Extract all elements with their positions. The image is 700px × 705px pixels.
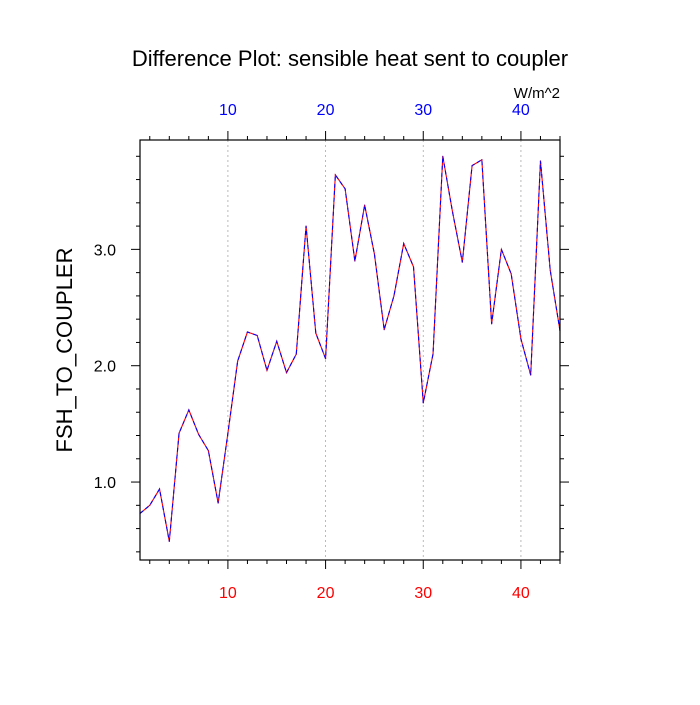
data-point bbox=[393, 295, 395, 297]
data-point bbox=[491, 323, 493, 325]
data-point bbox=[285, 372, 288, 374]
data-point bbox=[354, 260, 356, 262]
data-point bbox=[539, 160, 542, 162]
data-point bbox=[334, 174, 336, 176]
chart-title: Difference Plot: sensible heat sent to c… bbox=[132, 46, 568, 71]
y-tick-label: 2.0 bbox=[94, 359, 116, 376]
x-tick-label-top: 30 bbox=[414, 102, 432, 119]
data-point bbox=[481, 159, 483, 161]
data-point bbox=[461, 261, 463, 263]
tick-layer bbox=[131, 131, 569, 569]
grid-layer bbox=[227, 140, 522, 560]
x-tick-label-top: 10 bbox=[219, 102, 237, 119]
y-tick-label: 3.0 bbox=[94, 242, 116, 259]
data-point bbox=[149, 504, 151, 506]
data-point bbox=[422, 402, 424, 404]
series-line-solid bbox=[139, 156, 561, 542]
x-tick-label-bottom: 40 bbox=[512, 585, 530, 602]
data-point bbox=[451, 211, 454, 213]
data-point bbox=[324, 358, 327, 360]
label-layer: 10 10 20 20 30 30 40 40 1.0 2.0 3.0 bbox=[94, 102, 530, 602]
data-point bbox=[158, 488, 161, 490]
data-point bbox=[237, 360, 239, 362]
series-layer bbox=[139, 155, 561, 542]
data-point bbox=[198, 433, 200, 435]
data-point bbox=[500, 248, 502, 250]
data-point bbox=[256, 334, 258, 337]
data-point bbox=[178, 432, 180, 434]
data-point bbox=[246, 331, 249, 333]
data-point bbox=[305, 225, 307, 227]
data-point bbox=[266, 369, 268, 371]
data-point bbox=[295, 353, 297, 355]
data-point bbox=[364, 204, 366, 206]
data-point bbox=[432, 353, 434, 355]
data-point bbox=[168, 540, 170, 542]
y-axis-label: FSH_TO_COUPLER bbox=[52, 248, 77, 453]
x-tick-label-top: 40 bbox=[512, 102, 530, 119]
data-point bbox=[227, 432, 229, 434]
x-tick-label-bottom: 10 bbox=[219, 585, 237, 602]
data-point bbox=[510, 273, 512, 275]
data-point bbox=[276, 340, 278, 342]
data-point bbox=[520, 338, 522, 340]
x-tick-label-bottom: 20 bbox=[317, 585, 335, 602]
y-tick-label: 1.0 bbox=[94, 475, 116, 492]
x-tick-label-bottom: 30 bbox=[414, 585, 432, 602]
data-point bbox=[217, 502, 219, 504]
data-point bbox=[344, 188, 346, 190]
x-tick-label-top: 20 bbox=[317, 102, 335, 119]
data-point bbox=[403, 242, 405, 245]
data-point bbox=[549, 269, 551, 271]
data-point bbox=[315, 332, 317, 334]
units-label: W/m^2 bbox=[514, 85, 560, 102]
data-point bbox=[471, 164, 473, 167]
data-point bbox=[188, 409, 190, 411]
data-point bbox=[373, 253, 376, 255]
data-point bbox=[207, 450, 209, 452]
plot-frame bbox=[139, 139, 561, 561]
data-point bbox=[530, 374, 532, 376]
data-point bbox=[383, 329, 385, 331]
data-point bbox=[442, 155, 444, 157]
series-line-dashed bbox=[139, 156, 561, 542]
data-point bbox=[412, 266, 415, 268]
